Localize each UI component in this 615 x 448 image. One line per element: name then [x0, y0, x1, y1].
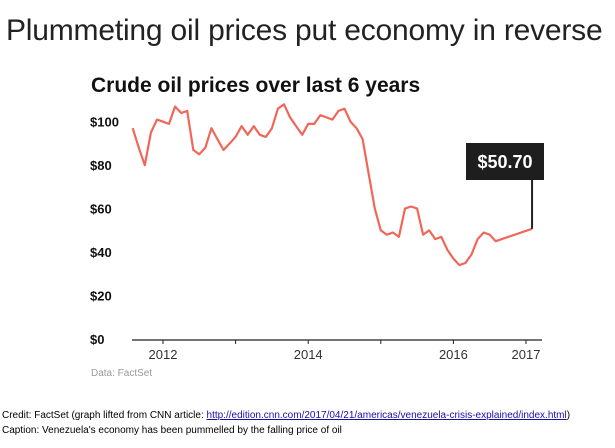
callout-box — [466, 143, 544, 180]
callout-label: $50.70 — [477, 152, 532, 172]
page-headline: Plummeting oil prices put economy in rev… — [6, 14, 603, 47]
price-line — [131, 103, 533, 267]
x-tick-label: 2016 — [439, 347, 468, 362]
x-tick-label: 2017 — [512, 347, 541, 362]
data-points — [132, 104, 533, 266]
y-tick-label: $100 — [90, 115, 119, 130]
chart-title: Crude oil prices over last 6 years — [91, 74, 421, 97]
price-callout: $50.70 — [466, 143, 544, 229]
y-tick-label: $0 — [90, 332, 104, 347]
y-axis: $0 $20 $40 $60 $80 $100 — [90, 115, 119, 347]
credit-link[interactable]: http://edition.cnn.com/2017/04/21/americ… — [206, 410, 567, 421]
credit-prefix: Credit: FactSet (graph lifted from CNN a… — [2, 410, 207, 421]
x-axis: 2012 2014 2016 2017 — [132, 339, 542, 362]
caption-line: Caption: Venezuela's economy has been pu… — [2, 425, 342, 436]
y-tick-label: $40 — [90, 245, 112, 260]
y-tick-label: $80 — [90, 158, 112, 173]
y-tick-label: $60 — [90, 202, 112, 217]
y-tick-label: $20 — [90, 289, 112, 304]
x-tick-label: 2012 — [149, 347, 178, 362]
x-tick-label: 2014 — [294, 347, 323, 362]
chart-source: Data: FactSet — [91, 368, 153, 379]
credit-suffix: ) — [566, 410, 571, 421]
credit-line: Credit: FactSet (graph lifted from CNN a… — [2, 410, 570, 421]
